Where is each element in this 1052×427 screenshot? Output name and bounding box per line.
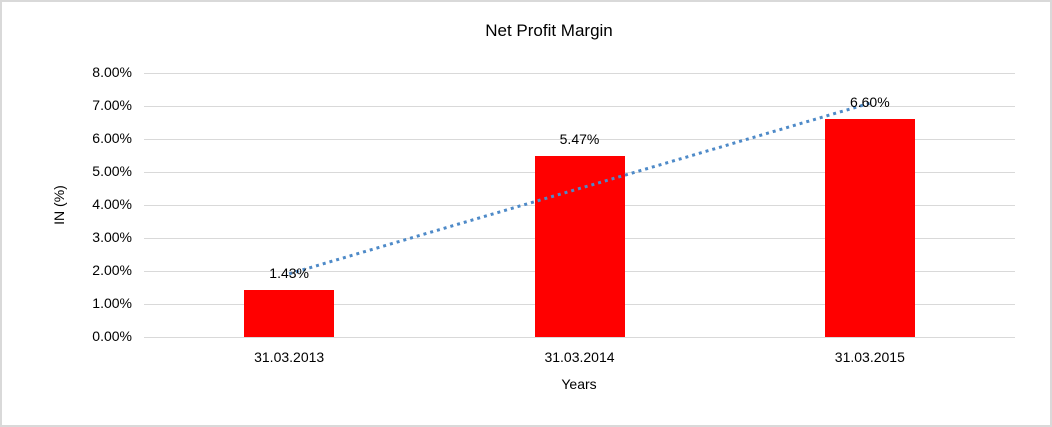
data-label: 6.60% xyxy=(849,94,890,111)
gridline xyxy=(144,337,1015,338)
y-tick-label: 7.00% xyxy=(92,97,132,113)
y-tick-label: 3.00% xyxy=(92,229,132,245)
bar-31.03.2015 xyxy=(824,119,915,337)
plot-area: 1.43% 5.47% 6.60% xyxy=(144,73,1015,338)
y-tick-label: 0.00% xyxy=(92,328,132,344)
gridline xyxy=(144,139,1015,140)
bar-31.03.2013 xyxy=(244,289,335,337)
data-label: 1.43% xyxy=(269,264,309,281)
y-tick-label: 5.00% xyxy=(92,163,132,179)
x-tick-label: 31.03.2015 xyxy=(834,349,905,365)
x-axis-title: Years xyxy=(561,376,597,392)
y-tick-label: 6.00% xyxy=(92,130,132,146)
x-tick-label: 31.03.2013 xyxy=(254,349,325,365)
y-tick-label: 1.00% xyxy=(92,295,132,311)
x-tick-label: 31.03.2014 xyxy=(544,349,615,365)
bar-31.03.2014 xyxy=(534,156,625,337)
gridline xyxy=(144,73,1015,74)
data-label: 5.47% xyxy=(559,131,600,148)
chart-title: Net Profit Margin xyxy=(485,21,613,40)
y-tick-label: 4.00% xyxy=(92,196,132,212)
y-tick-label: 8.00% xyxy=(92,64,132,80)
y-tick-label: 2.00% xyxy=(92,262,132,278)
gridline xyxy=(144,106,1015,107)
trendline xyxy=(288,101,871,276)
